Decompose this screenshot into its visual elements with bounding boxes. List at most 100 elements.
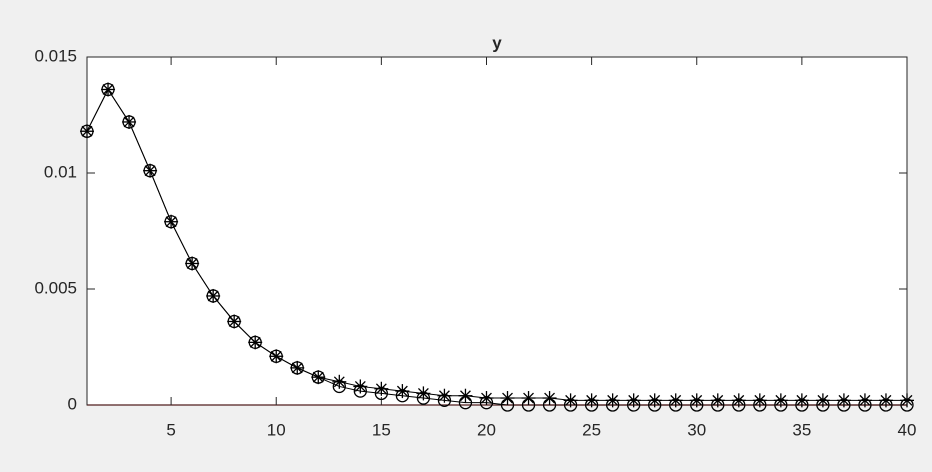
marker-stroke xyxy=(733,394,745,406)
marker-stroke xyxy=(544,392,555,404)
marker-stroke xyxy=(670,394,682,406)
data-point xyxy=(627,398,641,412)
marker-circle xyxy=(795,398,809,412)
marker-stroke xyxy=(607,394,619,406)
data-point xyxy=(500,391,515,406)
marker-circle xyxy=(648,398,662,412)
y-tick-label: 0.015 xyxy=(34,46,77,65)
plot-area xyxy=(87,57,907,405)
data-point xyxy=(122,115,136,129)
marker-circle xyxy=(227,314,241,329)
series-line xyxy=(86,88,907,406)
y-tick-label: 0 xyxy=(68,394,77,413)
data-point xyxy=(669,398,683,412)
marker-stroke xyxy=(396,385,408,397)
data-point xyxy=(837,398,851,412)
marker-stroke xyxy=(523,392,534,404)
marker-circle xyxy=(248,335,262,350)
marker-stroke xyxy=(354,381,366,392)
data-point xyxy=(185,256,199,271)
marker-circle xyxy=(164,215,178,229)
marker-stroke xyxy=(691,394,703,406)
marker-stroke xyxy=(481,392,492,404)
x-tick-label: 35 xyxy=(792,420,811,439)
marker-stroke xyxy=(649,394,661,406)
x-tick-label: 20 xyxy=(477,420,496,439)
marker-circle xyxy=(584,398,599,412)
marker-circle xyxy=(185,256,199,271)
data-point xyxy=(290,361,304,375)
marker-stroke xyxy=(838,394,850,406)
marker-circle xyxy=(122,115,136,129)
data-point xyxy=(458,388,473,403)
marker-circle xyxy=(605,398,620,412)
marker-stroke xyxy=(628,394,640,406)
data-point xyxy=(521,391,536,406)
data-point xyxy=(584,398,599,412)
marker-circle xyxy=(711,398,725,412)
data-point xyxy=(395,389,410,403)
marker-circle xyxy=(206,289,220,303)
data-point xyxy=(311,370,325,384)
data-point xyxy=(879,398,893,412)
marker-circle xyxy=(690,398,704,412)
data-point xyxy=(774,398,788,412)
data-point xyxy=(458,396,473,410)
data-point xyxy=(248,335,262,350)
data-point xyxy=(227,314,241,329)
data-point xyxy=(374,386,389,401)
marker-stroke xyxy=(565,394,577,406)
data-point xyxy=(732,398,746,412)
data-point xyxy=(816,398,830,412)
data-point xyxy=(753,398,767,412)
marker-circle xyxy=(353,384,367,398)
marker-stroke xyxy=(901,394,913,406)
marker-circle xyxy=(732,398,746,412)
data-point xyxy=(416,391,431,405)
marker-circle xyxy=(542,398,557,412)
data-point xyxy=(479,396,494,410)
y-tick-label: 0.01 xyxy=(44,162,77,181)
marker-circle xyxy=(101,82,115,97)
marker-circle xyxy=(627,398,641,412)
marker-circle xyxy=(143,164,157,178)
marker-circle xyxy=(458,396,473,410)
x-tick-label: 5 xyxy=(166,420,175,439)
data-point xyxy=(269,349,283,363)
marker-stroke xyxy=(796,394,808,406)
marker-circle xyxy=(879,398,893,412)
marker-stroke xyxy=(880,394,892,406)
y-tick-label: 0.005 xyxy=(34,278,77,297)
marker-stroke xyxy=(775,394,787,406)
marker-circle xyxy=(753,398,767,412)
marker-circle xyxy=(816,398,830,412)
marker-circle xyxy=(269,349,283,363)
data-point xyxy=(353,384,367,398)
marker-stroke xyxy=(502,392,513,404)
data-point xyxy=(711,398,725,412)
marker-stroke xyxy=(712,394,724,406)
data-point xyxy=(206,289,220,303)
data-point xyxy=(164,215,178,229)
data-point xyxy=(542,398,557,412)
data-point xyxy=(80,124,94,138)
marker-circle xyxy=(290,361,304,375)
marker-circle xyxy=(774,398,788,412)
marker-circle xyxy=(563,398,578,412)
marker-circle xyxy=(669,398,683,412)
data-point xyxy=(605,398,620,412)
marker-circle xyxy=(900,398,914,412)
marker-circle xyxy=(437,393,452,408)
marker-stroke xyxy=(754,394,766,406)
marker-stroke xyxy=(439,390,450,402)
marker-circle xyxy=(311,370,325,384)
x-tick-label: 30 xyxy=(687,420,706,439)
marker-circle xyxy=(521,398,536,412)
data-point xyxy=(563,398,578,412)
marker-stroke xyxy=(859,394,871,406)
marker-stroke xyxy=(817,394,829,406)
data-point xyxy=(500,398,515,412)
data-point xyxy=(858,398,872,412)
data-point xyxy=(690,398,704,412)
